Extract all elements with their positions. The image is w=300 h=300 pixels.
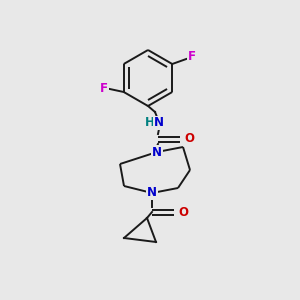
Text: O: O [184, 133, 194, 146]
Text: H: H [145, 116, 155, 130]
Text: N: N [152, 146, 162, 158]
Text: F: F [188, 50, 196, 62]
Text: O: O [178, 206, 188, 218]
Text: N: N [147, 187, 157, 200]
Text: F: F [100, 82, 108, 95]
Text: N: N [154, 116, 164, 130]
